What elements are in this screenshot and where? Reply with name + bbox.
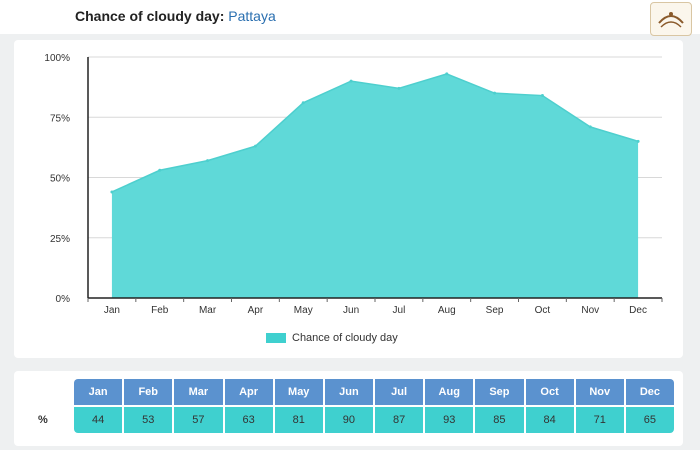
table-value-cell: 44 xyxy=(74,407,123,433)
table-header-cell: Apr xyxy=(224,379,273,405)
data-point xyxy=(588,125,592,129)
legend-swatch xyxy=(266,333,286,343)
data-table: Jan Feb Mar Apr May Jun Jul Aug Sep Oct Nov Dec 44 53… xyxy=(74,379,674,433)
data-point xyxy=(301,101,305,105)
table-value-cell: 84 xyxy=(525,407,574,433)
table-header-cell: Aug xyxy=(425,379,474,405)
site-logo xyxy=(650,2,692,36)
y-tick-label: 100% xyxy=(44,53,70,64)
data-table-card: % Jan Feb Mar Apr May Jun Jul Aug Sep Oct Nov Dec 44… xyxy=(14,371,683,446)
data-point xyxy=(206,159,210,163)
y-tick-label: 25% xyxy=(50,234,70,245)
table-header-cell: Jan xyxy=(74,379,123,405)
x-tick-label: Sep xyxy=(486,305,504,316)
x-tick-label: Jun xyxy=(343,305,359,316)
table-header-cell: May xyxy=(274,379,323,405)
data-point xyxy=(540,94,544,98)
data-point xyxy=(493,91,497,95)
table-value-cell: 90 xyxy=(324,407,373,433)
x-tick-label: Feb xyxy=(151,305,169,316)
data-point xyxy=(349,79,353,83)
series-line xyxy=(111,73,639,193)
x-tick-label: May xyxy=(294,305,313,316)
table-value-cell: 71 xyxy=(575,407,624,433)
chart-legend[interactable]: Chance of cloudy day xyxy=(266,332,398,344)
header-bar: Chance of cloudy day: Pattaya xyxy=(0,0,700,36)
data-point xyxy=(110,190,114,194)
data-point xyxy=(253,144,257,148)
legend-label: Chance of cloudy day xyxy=(292,332,398,344)
title-prefix: Chance of cloudy day: xyxy=(75,8,225,24)
table-value-cell: 93 xyxy=(425,407,474,433)
table-header-cell: Oct xyxy=(525,379,574,405)
logo-emblem-icon xyxy=(658,12,684,28)
table-value-cell: 85 xyxy=(475,407,524,433)
x-tick-label: Jan xyxy=(104,305,120,316)
data-point xyxy=(158,168,162,172)
chart-card: 0% 25% 50% 75% 100% Jan Feb Mar Apr May Jun Jul Aug S… xyxy=(14,40,683,358)
table-header-cell: Mar xyxy=(174,379,223,405)
y-tick-label: 75% xyxy=(50,113,70,124)
x-tick-label: Oct xyxy=(535,305,551,316)
y-tick-label: 50% xyxy=(50,174,70,185)
y-tick-label: 0% xyxy=(56,294,71,305)
x-tick-label: Dec xyxy=(629,305,647,316)
table-header-cell: Dec xyxy=(625,379,674,405)
table-header-cell: Jul xyxy=(375,379,424,405)
table-value-cell: 57 xyxy=(174,407,223,433)
city-link[interactable]: Pattaya xyxy=(228,8,276,24)
table-value-cell: 81 xyxy=(274,407,323,433)
x-tick-label: Aug xyxy=(438,305,456,316)
cloudy-day-chart: 0% 25% 50% 75% 100% Jan Feb Mar Apr May Jun Jul Aug S… xyxy=(44,53,663,316)
table-value-cell: 87 xyxy=(375,407,424,433)
page-title: Chance of cloudy day: Pattaya xyxy=(75,8,276,24)
x-tick-label: Nov xyxy=(581,305,599,316)
x-tick-label: Mar xyxy=(199,305,217,316)
table-row-label: % xyxy=(38,414,48,426)
table-header-cell: Feb xyxy=(124,379,173,405)
x-tick-label: Apr xyxy=(248,305,264,316)
table-header-cell: Jun xyxy=(324,379,373,405)
data-point xyxy=(397,86,401,90)
table-header-cell: Nov xyxy=(575,379,624,405)
table-header-cell: Sep xyxy=(475,379,524,405)
series-area xyxy=(111,73,639,298)
table-value-cell: 63 xyxy=(224,407,273,433)
data-point xyxy=(636,139,640,143)
x-tick-label: Jul xyxy=(393,305,406,316)
table-value-cell: 53 xyxy=(124,407,173,433)
table-value-cell: 65 xyxy=(625,407,674,433)
data-point xyxy=(445,72,449,76)
